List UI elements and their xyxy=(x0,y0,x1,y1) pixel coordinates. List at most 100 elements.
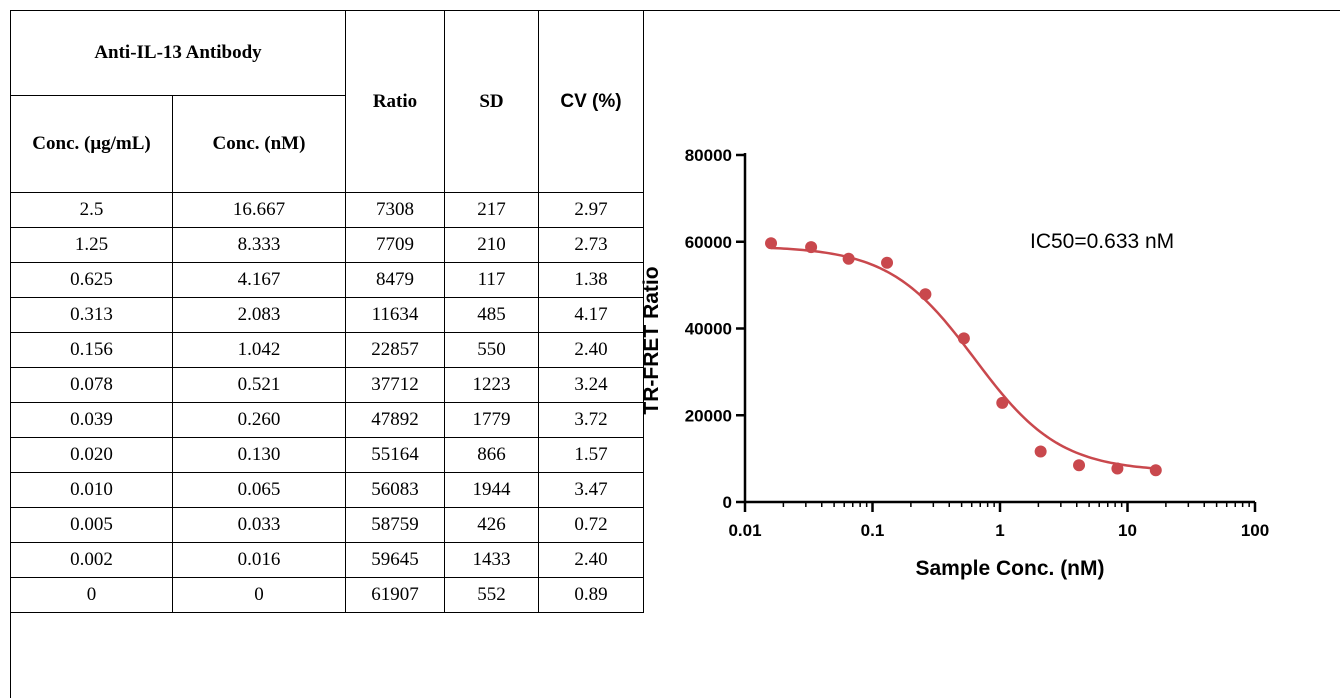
cell-ratio: 8479 xyxy=(345,262,445,298)
cell-ratio: 47892 xyxy=(345,402,445,438)
cell-conc-nm: 2.083 xyxy=(172,297,346,333)
data-point xyxy=(957,332,970,345)
ratio-header: Ratio xyxy=(345,10,445,193)
cell-ratio: 61907 xyxy=(345,577,445,613)
cell-conc-ug: 0.010 xyxy=(10,472,173,508)
x-tick-label: 1 xyxy=(995,521,1004,540)
cell-conc-ug: 0.005 xyxy=(10,507,173,543)
y-tick-label: 20000 xyxy=(685,406,732,425)
cell-conc-nm: 0.260 xyxy=(172,402,346,438)
cell-ratio: 56083 xyxy=(345,472,445,508)
data-point xyxy=(765,237,778,250)
cell-sd: 552 xyxy=(444,577,539,613)
cell-conc-nm: 0.521 xyxy=(172,367,346,403)
cell-conc-nm: 8.333 xyxy=(172,227,346,263)
cell-cv: 2.40 xyxy=(538,332,644,368)
data-point xyxy=(842,252,855,265)
cell-conc-ug: 0.020 xyxy=(10,437,173,473)
data-point xyxy=(805,241,818,254)
cell-conc-ug: 0.002 xyxy=(10,542,173,578)
y-tick-label: 60000 xyxy=(685,233,732,252)
cell-conc-nm: 1.042 xyxy=(172,332,346,368)
data-point xyxy=(881,256,894,269)
cell-conc-nm: 0.065 xyxy=(172,472,346,508)
data-point xyxy=(1111,462,1124,475)
cell-sd: 1944 xyxy=(444,472,539,508)
cell-cv: 2.97 xyxy=(538,192,644,228)
table-row: 0.020 0.130 55164 866 1.57 xyxy=(10,437,644,473)
data-point xyxy=(1073,459,1086,472)
cell-cv: 3.72 xyxy=(538,402,644,438)
cell-ratio: 11634 xyxy=(345,297,445,333)
y-tick-label: 40000 xyxy=(685,320,732,339)
table-row: 0.625 4.167 8479 117 1.38 xyxy=(10,262,644,298)
table-row: 2.5 16.667 7308 217 2.97 xyxy=(10,192,644,228)
table-row: 0.002 0.016 59645 1433 2.40 xyxy=(10,542,644,578)
cell-sd: 866 xyxy=(444,437,539,473)
cell-ratio: 7308 xyxy=(345,192,445,228)
fit-curve xyxy=(770,246,1156,470)
table-row: 0 0 61907 552 0.89 xyxy=(10,577,644,613)
x-axis-label: Sample Conc. (nM) xyxy=(915,557,1104,580)
cell-cv: 3.47 xyxy=(538,472,644,508)
cell-conc-nm: 0.033 xyxy=(172,507,346,543)
x-tick-label: 100 xyxy=(1241,521,1269,540)
cell-conc-ug: 0.039 xyxy=(10,402,173,438)
sd-header: SD xyxy=(444,10,539,193)
cell-ratio: 55164 xyxy=(345,437,445,473)
cell-conc-ug: 2.5 xyxy=(10,192,173,228)
cell-sd: 217 xyxy=(444,192,539,228)
cell-ratio: 7709 xyxy=(345,227,445,263)
data-point xyxy=(1149,464,1162,477)
data-point xyxy=(919,288,932,301)
table-row: 0.010 0.065 56083 1944 3.47 xyxy=(10,472,644,508)
table-row: 0.078 0.521 37712 1223 3.24 xyxy=(10,367,644,403)
table-row: 0.005 0.033 58759 426 0.72 xyxy=(10,507,644,543)
chart: 0 20000 40000 60000 80000 0.01 0.1 1 10 100 Sample… xyxy=(640,146,1269,580)
y-axis-label: TR-FRET Ratio xyxy=(640,266,663,414)
table-row: 0.156 1.042 22857 550 2.40 xyxy=(10,332,644,368)
y-tick-label: 80000 xyxy=(685,146,732,165)
cell-cv: 1.57 xyxy=(538,437,644,473)
cell-cv: 0.89 xyxy=(538,577,644,613)
cell-sd: 1779 xyxy=(444,402,539,438)
cell-conc-nm: 0 xyxy=(172,577,346,613)
cell-conc-ug: 0.625 xyxy=(10,262,173,298)
data-point xyxy=(996,396,1009,409)
group-header: Anti-IL-13 Antibody xyxy=(10,10,346,96)
cell-sd: 485 xyxy=(444,297,539,333)
cell-conc-nm: 0.130 xyxy=(172,437,346,473)
cell-conc-nm: 0.016 xyxy=(172,542,346,578)
cell-cv: 2.40 xyxy=(538,542,644,578)
conc-nm-header: Conc. (nM) xyxy=(172,95,346,193)
data-point xyxy=(1034,445,1047,458)
cell-sd: 210 xyxy=(444,227,539,263)
cell-ratio: 58759 xyxy=(345,507,445,543)
cell-ratio: 22857 xyxy=(345,332,445,368)
data-table: Anti-IL-13 Antibody Ratio SD CV (%) Conc… xyxy=(10,10,644,613)
ic50-annotation: IC50=0.633 nM xyxy=(1030,230,1174,253)
cell-sd: 1433 xyxy=(444,542,539,578)
table-body: 2.5 16.667 7308 217 2.97 1.25 8.333 7709 210 2.73… xyxy=(10,192,644,613)
cell-ratio: 37712 xyxy=(345,367,445,403)
table-header-row: Anti-IL-13 Antibody Ratio SD CV (%) xyxy=(10,10,644,193)
x-tick-label: 10 xyxy=(1118,521,1137,540)
conc-ug-header: Conc. (μg/mL) xyxy=(10,95,173,193)
cell-sd: 550 xyxy=(444,332,539,368)
cell-sd: 426 xyxy=(444,507,539,543)
table-row: 1.25 8.333 7709 210 2.73 xyxy=(10,227,644,263)
table-row: 0.313 2.083 11634 485 4.17 xyxy=(10,297,644,333)
cell-sd: 117 xyxy=(444,262,539,298)
cv-header: CV (%) xyxy=(538,10,644,193)
cell-sd: 1223 xyxy=(444,367,539,403)
cell-conc-nm: 16.667 xyxy=(172,192,346,228)
cell-conc-ug: 1.25 xyxy=(10,227,173,263)
cell-conc-ug: 0.313 xyxy=(10,297,173,333)
cell-conc-ug: 0.156 xyxy=(10,332,173,368)
table-row: 0.039 0.260 47892 1779 3.72 xyxy=(10,402,644,438)
y-tick-label: 0 xyxy=(723,493,732,512)
cell-ratio: 59645 xyxy=(345,542,445,578)
cell-conc-nm: 4.167 xyxy=(172,262,346,298)
x-tick-label: 0.01 xyxy=(728,521,761,540)
cell-cv: 1.38 xyxy=(538,262,644,298)
